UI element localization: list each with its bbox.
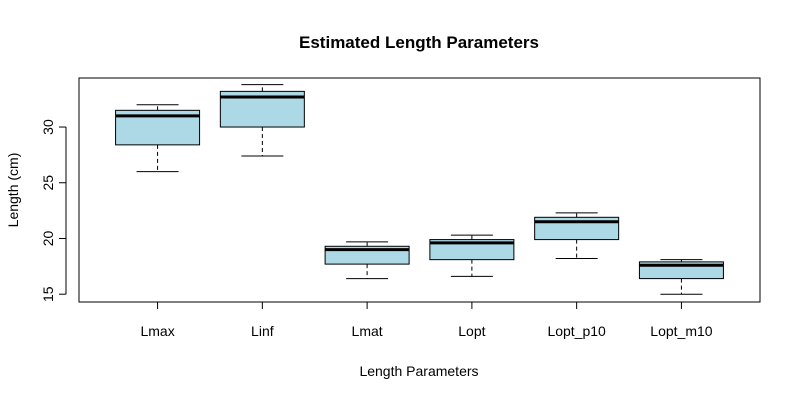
chart-title: Estimated Length Parameters [299, 33, 539, 52]
y-tick-label: 25 [40, 175, 56, 191]
x-axis: Lmax Linf Lmat Lopt Lopt_p10 Lopt_m10 [140, 301, 713, 339]
box-lmax [115, 104, 201, 173]
y-tick-label: 20 [40, 230, 56, 246]
x-axis-label: Length Parameters [359, 363, 478, 379]
box-lopt-m10 [638, 259, 724, 295]
y-axis: 15 20 25 30 [40, 119, 67, 302]
box-lopt [429, 234, 515, 277]
y-tick-label: 15 [40, 286, 56, 302]
box-linf [219, 84, 305, 157]
box-lopt-p10 [534, 212, 620, 260]
x-tick-label: Lmax [140, 323, 174, 339]
box-rect [429, 239, 515, 261]
y-axis-label: Length (cm) [5, 153, 21, 228]
x-tick-label: Lopt_p10 [547, 323, 606, 339]
box-lmat [324, 241, 410, 280]
x-tick-label: Lopt_m10 [650, 323, 712, 339]
x-tick-label: Lmat [352, 323, 383, 339]
boxes [115, 84, 724, 295]
y-tick-label: 30 [40, 119, 56, 135]
x-tick-label: Linf [251, 323, 274, 339]
x-tick-label: Lopt [458, 323, 485, 339]
